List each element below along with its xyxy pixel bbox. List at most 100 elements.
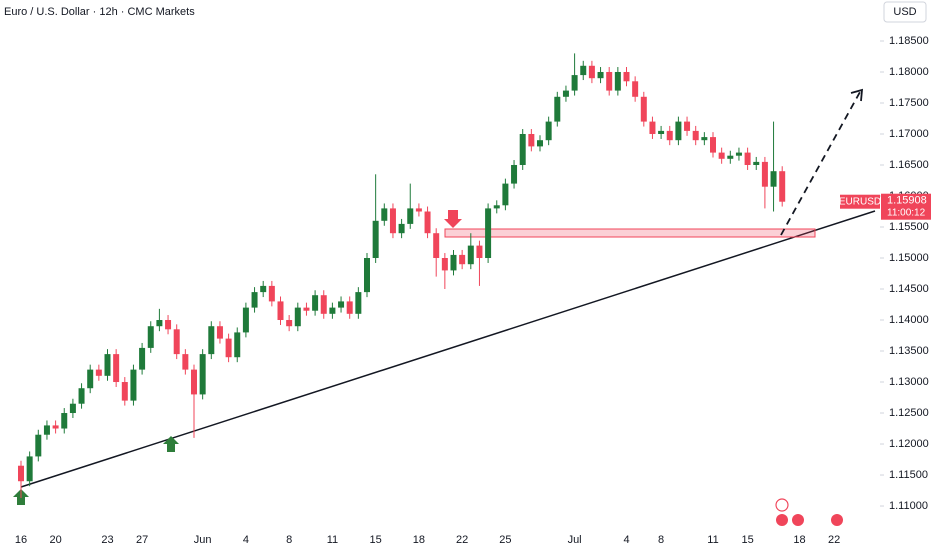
annotations	[13, 88, 876, 526]
candle-body	[294, 307, 301, 327]
symbol-tag	[840, 194, 880, 209]
x-tick-label: 4	[243, 534, 249, 546]
candle-body	[156, 320, 163, 327]
candle-body	[113, 354, 120, 383]
y-tick-label: 1.18000	[889, 66, 929, 78]
candle-body	[121, 382, 128, 401]
candle-body	[234, 332, 241, 358]
candle-body	[710, 137, 716, 153]
candle-body	[571, 75, 578, 91]
candle-body	[268, 285, 275, 302]
candle-body	[606, 71, 613, 91]
candle-body	[537, 140, 543, 147]
price-tag	[881, 193, 931, 220]
candle-body	[182, 354, 189, 370]
candle-body	[433, 233, 440, 259]
candle-body	[675, 121, 682, 141]
candle-body	[502, 183, 509, 206]
candle-body	[545, 121, 552, 141]
x-tick-label: 22	[456, 534, 468, 546]
y-tick-label: 1.16500	[889, 159, 929, 171]
y-tick-label: 1.14000	[889, 314, 929, 326]
candle-body	[597, 71, 604, 79]
event-icons	[775, 498, 843, 526]
currency-button[interactable]	[883, 1, 927, 23]
candle-body	[173, 329, 180, 355]
candle-body	[718, 152, 725, 159]
candle-body	[666, 130, 673, 141]
candle-body	[441, 258, 448, 271]
candle-body	[52, 425, 59, 429]
candle-body	[216, 326, 223, 339]
x-tick-label: 11	[707, 534, 718, 546]
symbol-label: EURUSD	[839, 196, 881, 207]
down-arrow	[444, 210, 462, 228]
y-tick-label: 1.15000	[889, 252, 929, 264]
x-tick-label: Jun	[194, 534, 212, 546]
candle-body	[562, 90, 569, 97]
last-price: 1.15908	[887, 195, 927, 207]
candle-body	[735, 152, 742, 156]
candle-body	[78, 388, 85, 404]
candle-body	[355, 292, 362, 314]
candle-body	[130, 369, 137, 401]
x-tick-label: 18	[413, 534, 425, 546]
x-tick-label: 20	[49, 534, 61, 546]
candle-body	[95, 369, 102, 376]
trendline	[20, 210, 876, 488]
candle-body	[467, 245, 474, 265]
candle-body	[632, 81, 639, 97]
x-tick-label: 11	[327, 534, 338, 546]
candle-body	[147, 326, 154, 348]
projection	[780, 91, 861, 236]
candle-body	[554, 96, 561, 122]
candle-body	[485, 208, 492, 259]
candle-body	[649, 121, 656, 134]
y-tick-label: 1.12500	[889, 407, 929, 419]
x-tick-label: 25	[499, 534, 511, 546]
candle-body	[727, 155, 734, 159]
y-tick-label: 1.17500	[889, 97, 929, 109]
candle-body	[511, 164, 518, 184]
candle-body	[684, 121, 691, 131]
candle-body	[26, 456, 33, 482]
candle-body	[415, 208, 422, 212]
x-tick-label: 8	[658, 534, 664, 546]
candle-body	[43, 425, 50, 435]
candle-body	[770, 171, 777, 187]
up-arrow	[163, 436, 179, 452]
candle-body	[208, 326, 215, 355]
chart-title: Euro / U.S. Dollar · 12h · CMC Markets	[4, 6, 195, 18]
candle-body	[493, 205, 500, 209]
candle-body	[225, 338, 232, 358]
candle-body	[286, 320, 293, 327]
x-tick-label: 15	[741, 534, 753, 546]
candle-body	[580, 65, 587, 76]
candle-body	[251, 292, 258, 308]
x-tick-label: 8	[286, 534, 292, 546]
candle-body	[614, 71, 621, 91]
projection-head	[850, 88, 864, 102]
candle-body	[346, 301, 353, 314]
x-tick-label: 23	[101, 534, 113, 546]
y-tick-label: 1.17000	[889, 128, 929, 140]
candle-body	[744, 152, 751, 165]
candle-body	[242, 307, 249, 333]
x-tick-label: 18	[793, 534, 805, 546]
candle-body	[623, 71, 630, 82]
y-tick-label: 1.18500	[889, 35, 929, 47]
y-tick-label: 1.14500	[889, 283, 929, 295]
candle-body	[761, 161, 768, 187]
x-tick-label: 27	[136, 534, 148, 546]
candle-body	[364, 258, 370, 293]
currency[interactable]: USD	[893, 6, 916, 18]
x-tick-label: 16	[15, 534, 27, 546]
candle-body	[528, 133, 535, 147]
candle-body	[372, 220, 379, 259]
candle-body	[476, 245, 483, 259]
support-zone	[444, 228, 816, 238]
candle-body	[18, 465, 24, 482]
candle-body	[191, 369, 197, 395]
candle-body	[640, 96, 647, 122]
candle-body	[381, 208, 388, 221]
